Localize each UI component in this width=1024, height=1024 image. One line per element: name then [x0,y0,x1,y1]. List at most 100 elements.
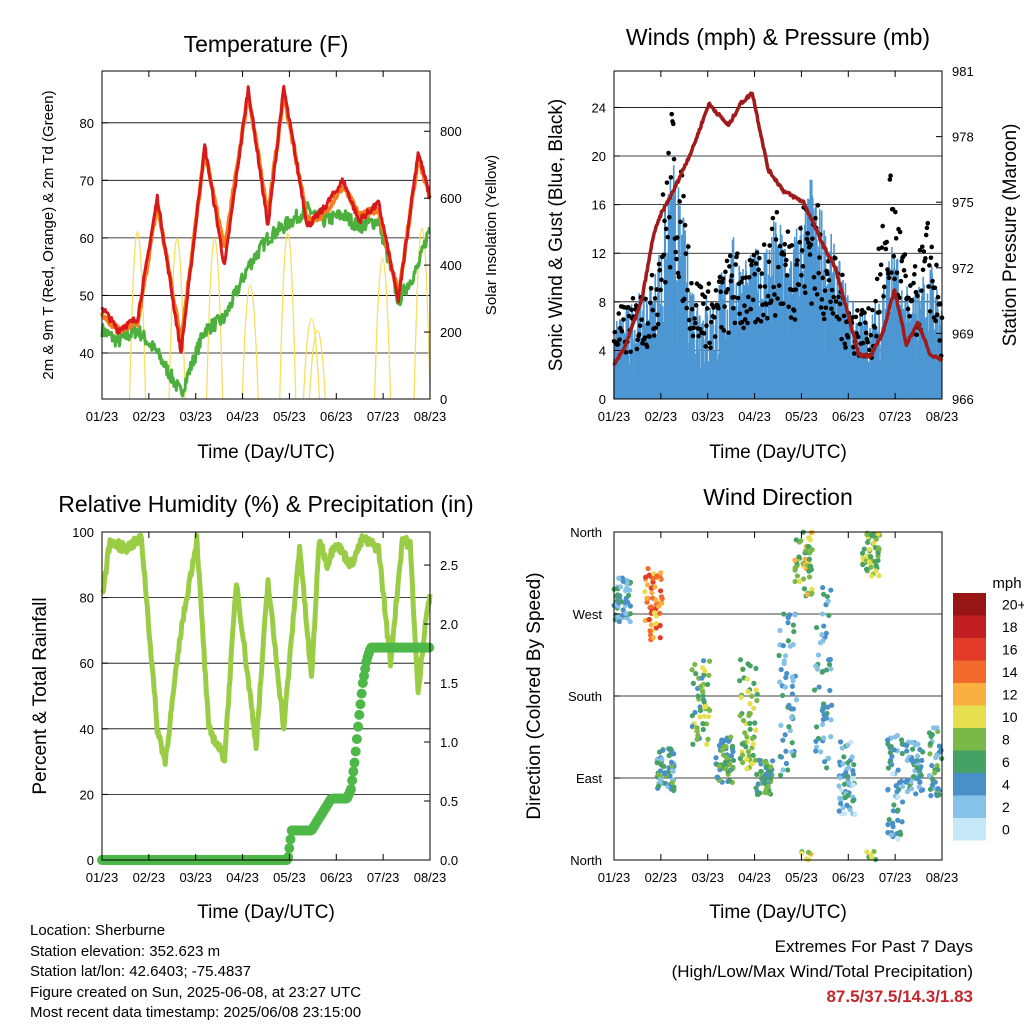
direction-point [657,588,664,594]
direction-point [745,748,752,755]
colorbar-title: mph [992,575,1021,592]
winds-panel: Winds (mph) & Pressure (mb) Time (Day/UT… [546,24,1021,463]
gust-point [935,294,941,300]
direction-point [934,763,940,769]
direction-point [650,576,656,582]
solar-insolation-curve [279,232,297,400]
gust-point [804,236,810,242]
direction-grid [614,613,942,779]
direction-point [777,627,783,634]
winds-frame [613,70,943,400]
gust-point [926,284,931,289]
gust-point [897,229,903,235]
gust-point [874,276,880,282]
direction-point [796,554,802,560]
gust-point [780,301,786,306]
humidity-xtick-label: 04/23 [226,870,259,885]
direction-point [894,732,901,739]
gust-point [808,242,814,248]
gust-point [817,255,822,260]
gust-point [650,307,656,313]
direction-point [899,750,905,757]
gust-point [853,314,859,320]
direction-point [867,546,873,552]
gust-point [929,244,935,250]
gust-point [716,305,721,311]
gust-point [765,315,770,321]
gust-point [822,288,828,293]
gust-point [810,236,815,242]
temperature-ytick-right-label: 200 [440,325,462,340]
direction-point [615,592,621,598]
direction-point [845,742,851,748]
station-pressure-line [612,91,944,366]
direction-point [723,743,729,750]
direction-point [790,678,796,684]
direction-point [666,752,672,759]
humidity-ytick-label: 100 [72,525,94,540]
direction-point [653,625,659,631]
direction-point [908,786,915,792]
gust-point [701,331,707,336]
gust-point [889,270,894,275]
gust-point [836,316,842,322]
direction-point [660,747,666,753]
direction-point [644,582,651,588]
direction-point [730,757,737,763]
direction-point [895,794,901,800]
gust-point [708,319,714,325]
direction-point [783,748,789,754]
speed-colorbar: mph 0 2 4 6 8 10 12 14 16 18 20+ [953,575,1024,841]
direction-point [648,622,654,628]
gust-point [927,309,933,314]
gust-point [626,313,632,319]
total-rainfall-point [348,766,359,777]
winds-xtick-label: 03/23 [691,409,724,424]
winds-xtick-label: 05/23 [785,409,818,424]
gust-point [872,325,878,330]
direction-point [889,762,895,768]
gust-point [727,264,732,269]
direction-point [837,739,844,745]
direction-point [935,786,941,792]
gust-point [833,299,839,304]
gust-point [664,180,670,185]
gust-point [863,320,868,325]
colorbar-label: 20+ [1002,596,1024,612]
gust-point [712,315,717,320]
gust-point [691,325,697,331]
direction-point [825,598,831,604]
humidity-xlabel: Time (Day/UTC) [197,902,335,923]
direction-point [627,603,633,609]
gust-point [615,341,621,347]
direction-point [868,532,874,538]
direction-point [747,663,753,669]
gust-point [733,262,739,267]
direction-point [783,674,789,681]
gust-point [749,262,754,268]
direction-point [739,741,745,747]
gust-point [821,316,827,322]
direction-point [903,743,910,749]
gust-point [855,308,860,313]
direction-point [754,771,760,778]
direction-point [808,563,814,569]
gust-point [851,351,857,356]
direction-point [895,836,901,842]
direction-point [700,665,706,671]
direction-point [841,754,847,760]
temperature-title: Temperature (F) [184,31,349,57]
direction-point [813,748,819,754]
direction-point [914,765,920,771]
direction-xtick-label: 08/23 [926,870,959,885]
gust-point [781,252,787,257]
gust-point [757,284,763,289]
gust-point [758,318,764,324]
gust-point [769,226,775,232]
gust-point [667,264,673,270]
direction-point [768,764,774,770]
direction-ytick-label: West [573,607,603,622]
gust-point [863,330,869,336]
direction-point [844,802,850,808]
direction-point [912,758,918,764]
